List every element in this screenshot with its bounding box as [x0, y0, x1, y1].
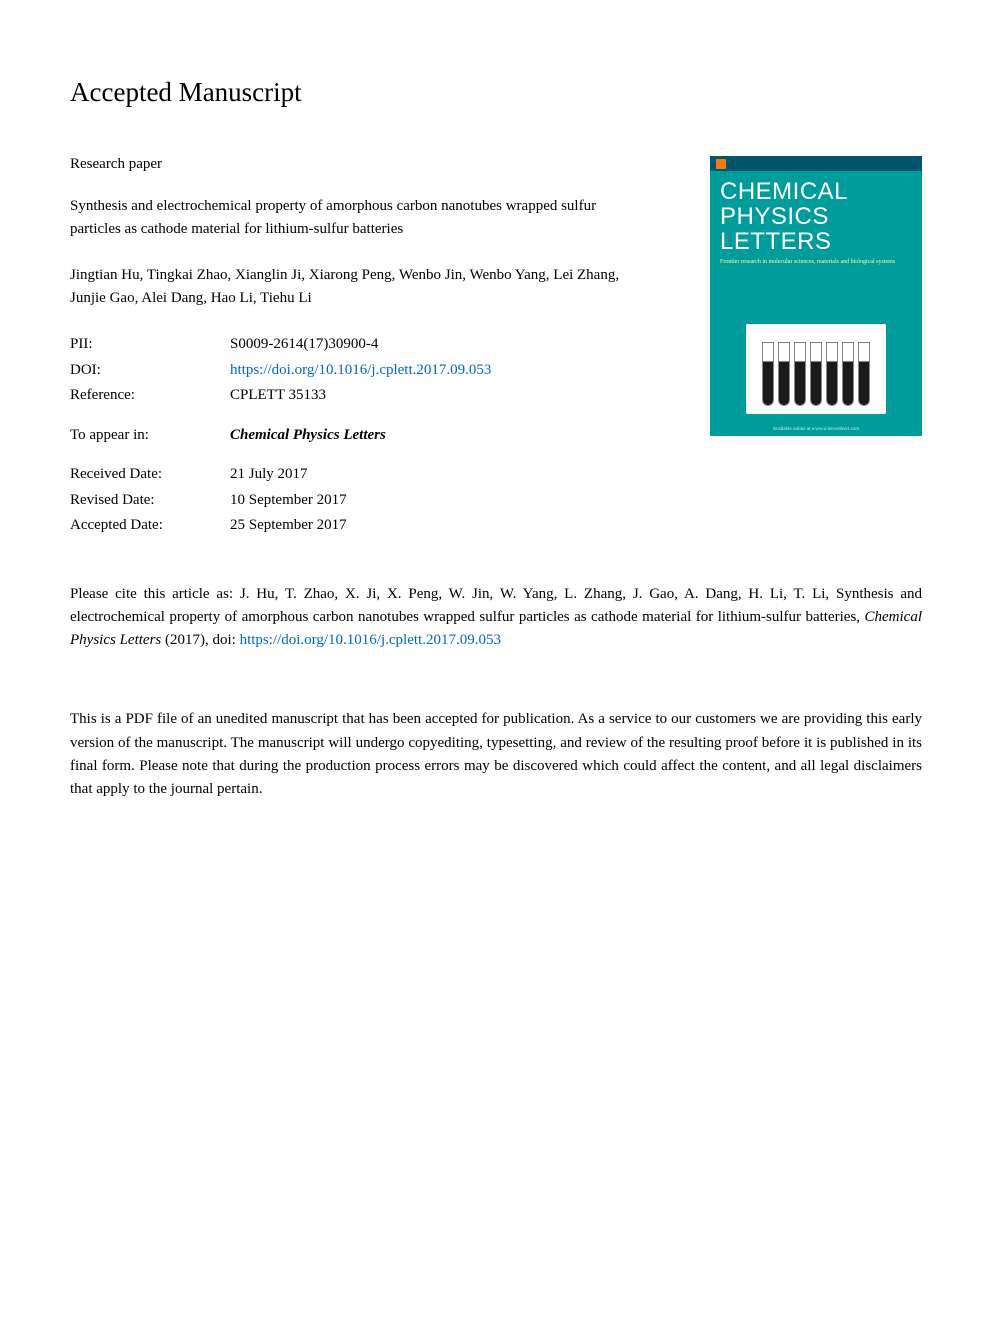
cover-line2: PHYSICS — [720, 204, 912, 229]
testtube-icon — [762, 342, 774, 406]
meta-value: 25 September 2017 — [230, 513, 347, 539]
paper-category: Research paper — [70, 156, 630, 173]
citation-doi-link[interactable]: https://doi.org/10.1016/j.cplett.2017.09… — [240, 632, 501, 648]
meta-label: Accepted Date: — [70, 513, 230, 539]
meta-row-doi: DOI: https://doi.org/10.1016/j.cplett.20… — [70, 358, 630, 384]
meta-label: Revised Date: — [70, 488, 230, 514]
meta-value: 21 July 2017 — [230, 462, 308, 488]
meta-row-pii: PII: S0009-2614(17)30900-4 — [70, 332, 630, 358]
disclaimer-text: This is a PDF file of an unedited manusc… — [70, 708, 922, 801]
testtube-icon — [794, 342, 806, 406]
meta-label: PII: — [70, 332, 230, 358]
author-list: Jingtian Hu, Tingkai Zhao, Xianglin Ji, … — [70, 264, 630, 311]
cover-top-bar — [710, 156, 922, 171]
meta-label: To appear in: — [70, 423, 230, 449]
doi-link[interactable]: https://doi.org/10.1016/j.cplett.2017.09… — [230, 358, 491, 384]
meta-value: CPLETT 35133 — [230, 383, 326, 409]
cover-subtitle: Frontier research in molecular sciences,… — [720, 259, 912, 266]
cover-line3: LETTERS — [720, 229, 912, 254]
meta-value: 10 September 2017 — [230, 488, 347, 514]
meta-value-journal: Chemical Physics Letters — [230, 423, 386, 449]
left-column: Research paper Synthesis and electrochem… — [70, 156, 630, 539]
cover-line1: CHEMICAL — [720, 179, 912, 204]
meta-row-reference: Reference: CPLETT 35133 — [70, 383, 630, 409]
meta-row-to-appear: To appear in: Chemical Physics Letters — [70, 423, 630, 449]
citation-year-doi: (2017), doi: — [161, 632, 239, 648]
elsevier-logo-icon — [716, 159, 726, 169]
meta-label: Reference: — [70, 383, 230, 409]
cover-journal-name: CHEMICAL PHYSICS LETTERS — [720, 179, 912, 255]
meta-label: Received Date: — [70, 462, 230, 488]
content-area: Research paper Synthesis and electrochem… — [70, 156, 922, 539]
cover-art-testtubes — [746, 324, 886, 414]
meta-row-received: Received Date: 21 July 2017 — [70, 462, 630, 488]
testtube-icon — [810, 342, 822, 406]
cover-footer: Available online at www.sciencedirect.co… — [710, 427, 922, 432]
journal-cover-thumbnail: CHEMICAL PHYSICS LETTERS Frontier resear… — [710, 156, 922, 436]
testtube-icon — [826, 342, 838, 406]
paper-title: Synthesis and electrochemical property o… — [70, 195, 630, 242]
citation-block: Please cite this article as: J. Hu, T. Z… — [70, 583, 922, 653]
meta-row-revised: Revised Date: 10 September 2017 — [70, 488, 630, 514]
citation-text: Please cite this article as: J. Hu, T. Z… — [70, 586, 922, 625]
testtube-icon — [778, 342, 790, 406]
metadata-table: PII: S0009-2614(17)30900-4 DOI: https://… — [70, 332, 630, 539]
meta-label: DOI: — [70, 358, 230, 384]
meta-row-accepted: Accepted Date: 25 September 2017 — [70, 513, 630, 539]
meta-value: S0009-2614(17)30900-4 — [230, 332, 378, 358]
accepted-manuscript-heading: Accepted Manuscript — [70, 77, 922, 108]
testtube-icon — [842, 342, 854, 406]
testtube-icon — [858, 342, 870, 406]
